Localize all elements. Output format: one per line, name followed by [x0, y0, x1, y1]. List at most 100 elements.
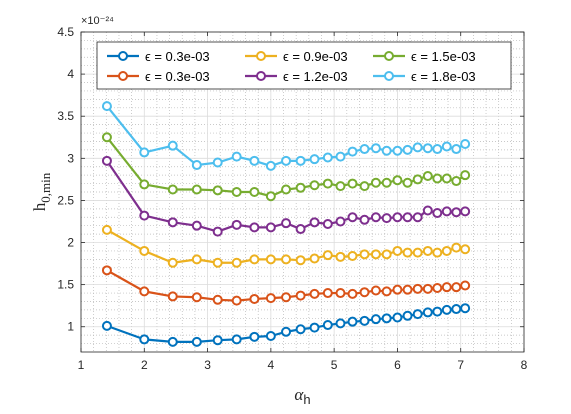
data-point	[381, 177, 392, 188]
data-point	[441, 206, 452, 217]
data-point	[381, 286, 392, 297]
data-point	[359, 181, 370, 192]
data-point	[451, 144, 462, 155]
data-point	[231, 219, 242, 230]
data-point	[281, 184, 292, 195]
data-point	[347, 316, 358, 327]
data-point	[265, 254, 276, 265]
legend-entry-0: ϵ = 0.3e-03	[107, 49, 210, 64]
data-point	[139, 286, 150, 297]
data-point	[335, 318, 346, 329]
data-point	[460, 244, 471, 255]
data-point	[322, 288, 333, 299]
data-point	[309, 322, 320, 333]
data-point	[381, 313, 392, 324]
data-point	[335, 216, 346, 227]
data-point	[191, 254, 202, 265]
data-point	[460, 280, 471, 291]
data-point	[412, 212, 423, 223]
x-tick-label: 7	[457, 358, 464, 372]
series-layer	[101, 101, 471, 347]
data-point	[335, 251, 346, 262]
data-point	[370, 143, 381, 154]
data-point	[281, 326, 292, 337]
legend-entry-5: ϵ = 1.8e-03	[373, 69, 476, 84]
legend-label: ϵ = 0.9e-03	[283, 49, 348, 64]
y-tick-label: 1.5	[57, 278, 74, 292]
data-point	[381, 145, 392, 156]
data-point	[231, 151, 242, 162]
y-tick-label: 4	[67, 67, 74, 81]
data-point	[370, 177, 381, 188]
data-point	[370, 249, 381, 260]
data-point	[335, 288, 346, 299]
data-point	[167, 140, 178, 151]
x-tick-label: 6	[394, 358, 401, 372]
data-point	[167, 291, 178, 302]
data-point	[412, 142, 423, 153]
data-point	[422, 171, 433, 181]
data-point	[451, 242, 462, 253]
legend-label: ϵ = 1.8e-03	[411, 69, 476, 84]
y-tick-label: 2.5	[57, 193, 74, 207]
data-point	[322, 320, 333, 331]
data-point	[432, 283, 443, 293]
data-point	[422, 307, 433, 318]
data-point	[451, 282, 462, 293]
data-point	[402, 247, 413, 258]
data-point	[191, 184, 202, 195]
x-tick-label: 2	[141, 358, 148, 372]
legend: ϵ = 0.3e-03 ϵ = 0.9e-03 ϵ = 1.5e-03 ϵ = 0.3…	[96, 41, 512, 90]
data-point	[392, 312, 403, 323]
data-point	[347, 251, 358, 261]
data-point	[432, 144, 443, 155]
y-tick-label: 3	[67, 151, 74, 165]
data-point	[295, 255, 306, 266]
data-point	[101, 101, 112, 112]
data-point	[402, 310, 413, 321]
data-point	[265, 191, 276, 202]
data-point	[441, 141, 452, 152]
data-point	[392, 245, 403, 256]
data-point	[139, 210, 150, 221]
data-point	[139, 179, 150, 190]
data-point	[347, 178, 358, 189]
data-point	[212, 185, 223, 196]
legend-entry-1: ϵ = 0.3e-03	[107, 69, 210, 84]
data-point	[460, 303, 471, 314]
x-tick-label: 4	[268, 358, 275, 372]
data-point	[402, 212, 413, 223]
data-point	[167, 217, 178, 228]
data-point	[281, 254, 292, 265]
data-point	[432, 247, 443, 258]
data-point	[451, 207, 462, 218]
data-point	[322, 178, 333, 189]
data-point	[359, 214, 370, 225]
data-point	[309, 217, 320, 228]
data-point	[335, 151, 346, 162]
data-point	[451, 176, 462, 187]
legend-label: ϵ = 0.3e-03	[145, 49, 210, 64]
data-point	[359, 249, 370, 260]
data-point	[441, 304, 452, 315]
data-point	[265, 331, 276, 341]
legend-entry-4: ϵ = 1.5e-03	[373, 49, 476, 64]
data-point	[422, 205, 433, 216]
data-point	[451, 304, 462, 315]
data-point	[402, 144, 413, 155]
data-point	[412, 247, 423, 258]
data-point	[370, 285, 381, 296]
data-point	[249, 155, 260, 166]
series-0	[101, 303, 471, 347]
data-point	[392, 212, 403, 223]
x-tick-label: 5	[331, 358, 338, 372]
y-tick-label: 1	[67, 320, 74, 334]
data-point	[347, 146, 358, 157]
series-2	[101, 224, 471, 268]
data-point	[322, 152, 333, 163]
data-point	[212, 226, 223, 237]
data-point	[265, 293, 276, 304]
data-point	[432, 306, 443, 317]
data-point	[167, 257, 178, 268]
data-point	[392, 284, 403, 295]
